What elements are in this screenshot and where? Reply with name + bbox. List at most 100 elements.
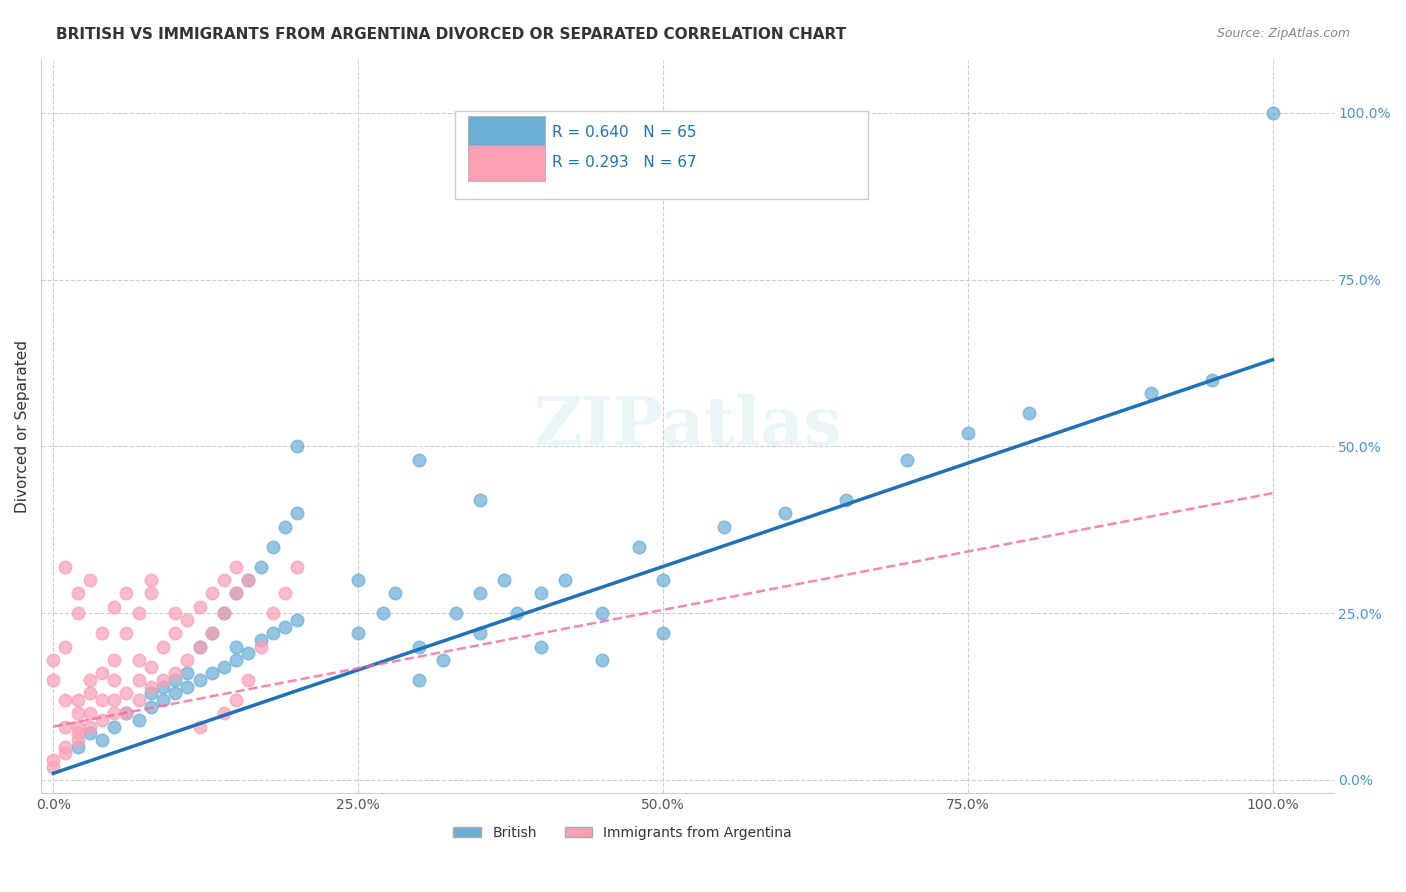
Point xyxy=(444,606,467,620)
Point xyxy=(152,680,174,694)
Point xyxy=(165,686,187,700)
Point xyxy=(55,720,77,734)
Point xyxy=(115,706,138,721)
Point xyxy=(225,586,247,600)
Point xyxy=(128,606,150,620)
Point xyxy=(285,613,308,627)
Point xyxy=(201,666,224,681)
Point xyxy=(274,586,297,600)
Point xyxy=(103,599,125,614)
Point xyxy=(66,586,89,600)
FancyBboxPatch shape xyxy=(468,116,546,152)
Point xyxy=(139,686,162,700)
Y-axis label: Divorced or Separated: Divorced or Separated xyxy=(15,340,30,513)
Point xyxy=(249,640,271,654)
Point xyxy=(66,726,89,740)
Text: ZIPatlas: ZIPatlas xyxy=(533,394,841,459)
Point xyxy=(103,693,125,707)
Point xyxy=(79,573,101,587)
Point xyxy=(79,673,101,687)
Point xyxy=(139,573,162,587)
Point xyxy=(176,613,198,627)
Point xyxy=(262,626,284,640)
Point xyxy=(238,573,260,587)
Point xyxy=(176,666,198,681)
Point xyxy=(468,626,491,640)
Point xyxy=(591,653,613,667)
Point xyxy=(651,626,673,640)
Point xyxy=(55,640,77,654)
Point xyxy=(212,706,235,721)
Point xyxy=(530,586,553,600)
Point xyxy=(408,673,430,687)
Point xyxy=(651,573,673,587)
Text: BRITISH VS IMMIGRANTS FROM ARGENTINA DIVORCED OR SEPARATED CORRELATION CHART: BRITISH VS IMMIGRANTS FROM ARGENTINA DIV… xyxy=(56,27,846,42)
Point xyxy=(42,673,65,687)
Point xyxy=(773,506,796,520)
Point xyxy=(408,640,430,654)
Point xyxy=(956,426,979,441)
Point xyxy=(139,680,162,694)
Point xyxy=(152,673,174,687)
Point xyxy=(384,586,406,600)
Point xyxy=(212,606,235,620)
Point xyxy=(128,693,150,707)
Point xyxy=(274,619,297,633)
Point xyxy=(152,640,174,654)
Point xyxy=(115,626,138,640)
Point xyxy=(262,540,284,554)
Point xyxy=(55,739,77,754)
Point xyxy=(285,506,308,520)
Point xyxy=(201,626,224,640)
Point xyxy=(165,673,187,687)
Point xyxy=(1018,406,1040,420)
Point xyxy=(115,686,138,700)
Point xyxy=(139,699,162,714)
Point xyxy=(835,492,858,507)
Point xyxy=(79,686,101,700)
Point xyxy=(91,693,114,707)
Point xyxy=(371,606,394,620)
Point xyxy=(55,693,77,707)
Point xyxy=(225,693,247,707)
Point xyxy=(494,573,516,587)
Point xyxy=(91,626,114,640)
Point xyxy=(42,759,65,773)
Text: Source: ZipAtlas.com: Source: ZipAtlas.com xyxy=(1216,27,1350,40)
Point xyxy=(201,626,224,640)
Point xyxy=(530,640,553,654)
Point xyxy=(212,659,235,673)
Point xyxy=(408,452,430,467)
Point xyxy=(188,640,211,654)
Point xyxy=(188,640,211,654)
Point xyxy=(188,720,211,734)
Point xyxy=(238,673,260,687)
Point xyxy=(225,586,247,600)
Point xyxy=(152,693,174,707)
Point xyxy=(188,673,211,687)
Point xyxy=(238,646,260,660)
Point xyxy=(55,747,77,761)
Point xyxy=(249,559,271,574)
Point xyxy=(505,606,527,620)
Point xyxy=(66,739,89,754)
Point xyxy=(91,666,114,681)
Point xyxy=(468,586,491,600)
Point xyxy=(79,726,101,740)
Point xyxy=(262,606,284,620)
Point xyxy=(225,640,247,654)
Point xyxy=(285,559,308,574)
Point xyxy=(128,673,150,687)
Point xyxy=(139,586,162,600)
FancyBboxPatch shape xyxy=(454,111,869,199)
Point xyxy=(79,706,101,721)
Point xyxy=(591,606,613,620)
Point xyxy=(42,653,65,667)
Point xyxy=(139,659,162,673)
Point xyxy=(42,753,65,767)
Point xyxy=(212,606,235,620)
Point xyxy=(225,653,247,667)
Point xyxy=(188,599,211,614)
Point xyxy=(468,492,491,507)
Point xyxy=(165,606,187,620)
